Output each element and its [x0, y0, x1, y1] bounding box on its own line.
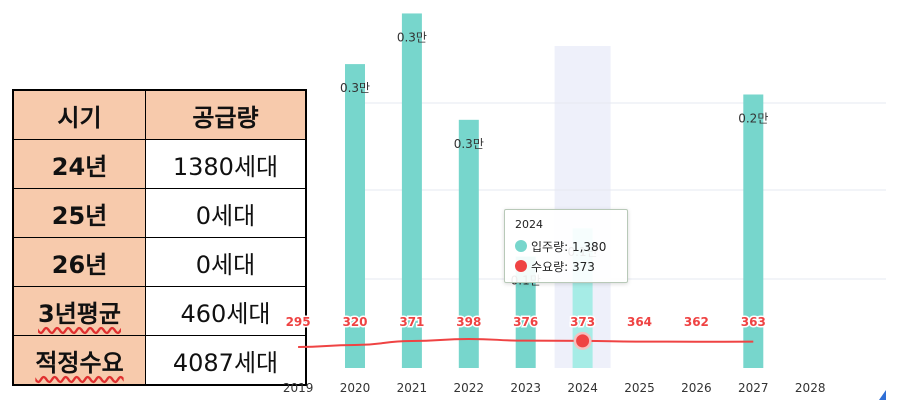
- bar: [743, 94, 764, 369]
- demand-value-label: 295: [286, 315, 311, 329]
- row-period: 25년: [12, 188, 146, 238]
- header-supply: 공급량: [145, 89, 307, 140]
- row-amount: 460세대: [145, 286, 307, 336]
- bar-value-label: 0.3만: [454, 137, 484, 151]
- row-period: 적정수요: [12, 335, 146, 386]
- x-tick-label: 2028: [795, 381, 826, 395]
- demand-value-label: 373: [570, 315, 595, 329]
- supply-table: 시기 공급량 24년 1380세대 25년 0세대 26년 0세대 3년평균 4…: [12, 89, 307, 386]
- demand-value-label: 364: [627, 315, 652, 329]
- row-amount: 4087세대: [145, 335, 307, 386]
- bar: [345, 64, 365, 368]
- tooltip-row: 수요량: 373: [515, 256, 619, 276]
- tooltip-row: 입주량: 1,380: [515, 236, 619, 256]
- bar-series-dot-icon: [515, 240, 527, 252]
- x-tick-label: 2023: [510, 381, 541, 395]
- bar-value-label: 0.2만: [738, 111, 768, 125]
- line-series-dot-icon: [515, 260, 527, 272]
- table-row: 3년평균 460세대: [12, 286, 307, 336]
- x-tick-label: 2025: [624, 381, 655, 395]
- demand-value-label: 363: [741, 315, 766, 329]
- table-row: 24년 1380세대: [12, 139, 307, 189]
- demand-value-label: 371: [399, 315, 424, 329]
- row-amount: 0세대: [145, 237, 307, 287]
- x-tick-label: 2022: [454, 381, 485, 395]
- bar-value-label: 0.3만: [340, 81, 370, 95]
- bar-value-label: 0.3만: [397, 30, 427, 44]
- tooltip-title: 2024: [515, 218, 543, 231]
- x-tick-label: 2024: [567, 381, 598, 395]
- table-row: 26년 0세대: [12, 237, 307, 287]
- x-tick-label: 2026: [681, 381, 712, 395]
- bar: [458, 119, 479, 368]
- tooltip-row-text: 입주량: 1,380: [531, 239, 607, 254]
- x-tick-label: 2027: [738, 381, 769, 395]
- row-period: 3년평균: [12, 286, 146, 336]
- demand-value-label: 320: [342, 315, 367, 329]
- row-amount: 1380세대: [145, 139, 307, 189]
- demand-value-label: 362: [684, 315, 709, 329]
- bar: [401, 13, 422, 368]
- row-period: 24년: [12, 139, 146, 189]
- demand-value-label: 398: [456, 315, 481, 329]
- demand-line: [298, 337, 754, 348]
- x-tick-label: 2019: [283, 381, 314, 395]
- demand-value-label: 376: [513, 315, 538, 329]
- tooltip-row-text: 수요량: 373: [531, 259, 595, 274]
- chart-tooltip: 2024 입주량: 1,380 수요량: 373: [504, 209, 628, 283]
- row-amount: 0세대: [145, 188, 307, 238]
- x-tick-label: 2021: [397, 381, 428, 395]
- table-row: 25년 0세대: [12, 188, 307, 238]
- table-row: 적정수요 4087세대: [12, 335, 307, 386]
- corner-arrow-icon: [879, 390, 886, 400]
- highlight-point: [576, 334, 590, 348]
- row-period: 26년: [12, 237, 146, 287]
- x-tick-label: 2020: [340, 381, 371, 395]
